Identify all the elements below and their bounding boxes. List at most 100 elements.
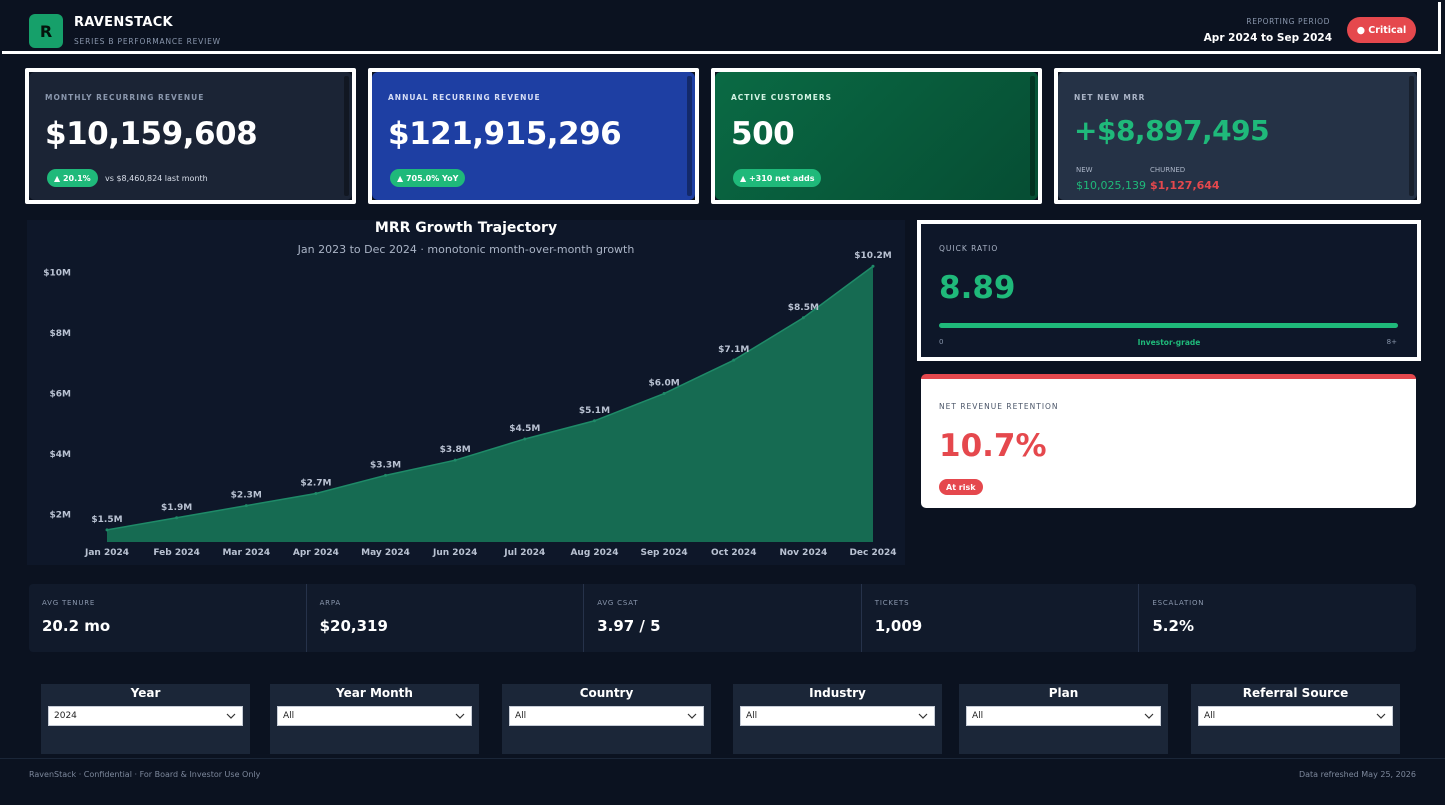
kpi-value: $121,915,296 (388, 116, 622, 152)
metric-avg-tenure: AVG TENURE 20.2 mo (29, 584, 307, 652)
x-tick-label: May 2024 (361, 548, 410, 558)
y-tick-label: $4M (50, 450, 72, 460)
x-tick-label: Feb 2024 (153, 548, 200, 558)
filter-year-month: Year Month All (270, 684, 479, 754)
metric-label: AVG CSAT (597, 599, 639, 607)
data-label: $3.8M (440, 445, 471, 455)
metric-label: TICKETS (874, 599, 910, 607)
logo-icon: R (29, 14, 63, 48)
footer-refresh-date: Data refreshed May 25, 2026 (1298, 770, 1416, 779)
data-point[interactable] (662, 392, 666, 396)
plan-dropdown[interactable]: All (966, 706, 1161, 726)
data-label: $1.9M (161, 503, 192, 513)
reporting-period-label: REPORTING PERIOD (1246, 17, 1330, 26)
data-point[interactable] (384, 473, 388, 477)
chart-title: MRR Growth Trajectory (374, 220, 558, 236)
x-tick-label: Jun 2024 (432, 548, 477, 558)
data-label: $4.5M (509, 424, 540, 434)
data-point[interactable] (523, 437, 527, 441)
data-label: $6.0M (649, 379, 680, 389)
metric-value: 1,009 (874, 617, 923, 635)
dropdown-value: All (283, 711, 295, 721)
metric-avg-csat: AVG CSAT 3.97 / 5 (584, 584, 862, 652)
card-scrollbar[interactable] (1030, 76, 1035, 196)
data-label: $5.1M (579, 406, 610, 416)
data-point[interactable] (801, 316, 805, 320)
chevron-down-icon (687, 713, 697, 719)
metric-label: ARPA (319, 599, 342, 607)
x-tick-label: Jul 2024 (503, 548, 545, 558)
progress-max-label: 8+ (1386, 338, 1397, 346)
net-adds-pill: ▲ +310 net adds (733, 169, 822, 187)
growth-pill: ▲ 20.1% (47, 169, 98, 187)
card-scrollbar[interactable] (344, 76, 349, 196)
y-tick-label: $10M (43, 268, 71, 278)
filter-year: Year 2024 (41, 684, 250, 754)
filter-title: Year (130, 686, 161, 700)
y-tick-label: $6M (50, 390, 72, 400)
filter-industry: Industry All (733, 684, 942, 754)
kpi-label: ACTIVE CUSTOMERS (731, 93, 833, 102)
data-point[interactable] (105, 528, 109, 532)
filter-title: Industry (809, 686, 866, 700)
critical-status-badge[interactable]: ● Critical (1347, 17, 1416, 43)
data-label: $1.5M (91, 515, 122, 525)
data-point[interactable] (314, 492, 318, 496)
industry-dropdown[interactable]: All (740, 706, 935, 726)
data-point[interactable] (871, 264, 875, 268)
data-point[interactable] (592, 419, 596, 423)
metric-value: 5.2% (1152, 617, 1194, 635)
data-point[interactable] (175, 516, 179, 520)
brand-subtitle: SERIES B PERFORMANCE REVIEW (74, 37, 221, 46)
year-dropdown[interactable]: 2024 (48, 706, 243, 726)
metric-value: 3.97 / 5 (597, 617, 661, 635)
card-scrollbar[interactable] (1409, 76, 1414, 196)
at-risk-badge: At risk (939, 479, 983, 495)
dropdown-value: All (1204, 711, 1216, 721)
dropdown-value: All (515, 711, 527, 721)
x-tick-label: Nov 2024 (779, 548, 827, 558)
kpi-value: +$8,897,495 (1074, 114, 1270, 147)
data-label: $10.2M (854, 251, 891, 261)
data-point[interactable] (453, 458, 457, 462)
churned-value: $1,127,644 (1150, 179, 1220, 192)
reporting-period-value: Apr 2024 to Sep 2024 (1203, 32, 1332, 44)
referral-source-dropdown[interactable]: All (1198, 706, 1393, 726)
data-point[interactable] (244, 504, 248, 508)
x-tick-label: Jan 2024 (84, 548, 129, 558)
kpi-card-net-new-mrr: NET NEW MRR +$8,897,495 NEW $10,025,139 … (1054, 68, 1421, 204)
mrr-growth-chart: MRR Growth Trajectory Jan 2023 to Dec 20… (27, 220, 905, 565)
dropdown-value: 2024 (54, 711, 77, 721)
kpi-label: ANNUAL RECURRING REVENUE (388, 93, 541, 102)
data-label: $8.5M (788, 303, 819, 313)
x-tick-label: Dec 2024 (849, 548, 896, 558)
country-dropdown[interactable]: All (509, 706, 704, 726)
kpi-comparison-note: vs $8,460,824 last month (105, 174, 208, 183)
x-tick-label: Sep 2024 (640, 548, 687, 558)
x-tick-label: Mar 2024 (222, 548, 270, 558)
y-tick-label: $2M (50, 511, 72, 521)
data-label: $2.7M (300, 479, 331, 489)
quick-ratio-card: QUICK RATIO 8.89 0 Investor-grade 8+ (917, 220, 1421, 361)
chevron-down-icon (226, 713, 236, 719)
churned-label: CHURNED (1150, 166, 1186, 174)
brand-name: RAVENSTACK (74, 15, 173, 30)
header-bar: R RAVENSTACK SERIES B PERFORMANCE REVIEW… (2, 2, 1441, 54)
kpi-label: NET NEW MRR (1074, 93, 1146, 102)
metric-arpa: ARPA $20,319 (307, 584, 585, 652)
dropdown-value: All (746, 711, 758, 721)
footer-confidential-note: RavenStack · Confidential · For Board & … (29, 770, 261, 779)
kpi-card-active-customers: ACTIVE CUSTOMERS 500 ▲ +310 net adds (711, 68, 1042, 204)
chevron-down-icon (1376, 713, 1386, 719)
year-month-dropdown[interactable]: All (277, 706, 472, 726)
filter-country: Country All (502, 684, 711, 754)
net-revenue-retention-card: NET REVENUE RETENTION 10.7% At risk (921, 374, 1416, 508)
card-scrollbar[interactable] (687, 76, 692, 196)
data-label: $7.1M (718, 345, 749, 355)
metric-value: $20,319 (319, 617, 388, 635)
new-value: $10,025,139 (1076, 179, 1146, 192)
data-point[interactable] (732, 358, 736, 362)
quick-ratio-progress-fill (939, 323, 1398, 328)
filter-plan: Plan All (959, 684, 1168, 754)
metric-label: ESCALATION (1152, 599, 1205, 607)
